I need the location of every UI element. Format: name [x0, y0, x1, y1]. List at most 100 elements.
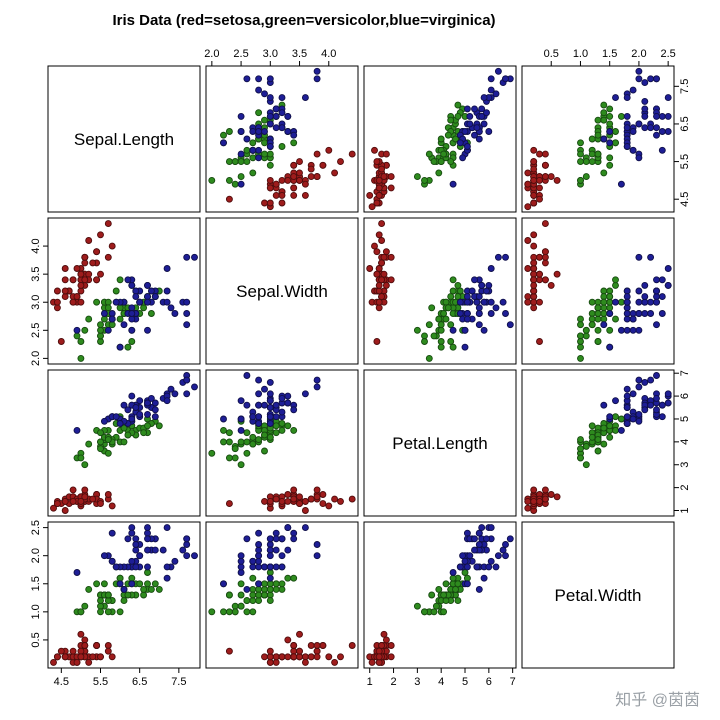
point-virginica	[483, 287, 490, 295]
point-virginica	[183, 390, 191, 398]
point-setosa	[108, 242, 116, 250]
point-versicolor	[606, 105, 614, 113]
point-setosa	[373, 270, 381, 278]
point-versicolor	[437, 326, 445, 334]
point-virginica	[243, 372, 251, 379]
point-virginica	[635, 376, 643, 384]
point-versicolor	[231, 608, 239, 616]
point-setosa	[348, 150, 356, 158]
point-setosa	[61, 653, 69, 661]
point-virginica	[171, 390, 179, 398]
point-versicolor	[261, 580, 268, 588]
point-virginica	[623, 315, 631, 323]
point-virginica	[284, 546, 292, 554]
point-versicolor	[97, 445, 104, 453]
point-versicolor	[97, 602, 104, 610]
point-versicolor	[140, 591, 148, 599]
point-versicolor	[97, 438, 104, 446]
point-virginica	[485, 281, 493, 289]
point-versicolor	[437, 338, 445, 345]
point-setosa	[278, 191, 286, 199]
point-virginica	[635, 287, 643, 295]
point-virginica	[623, 385, 631, 393]
point-virginica	[459, 552, 467, 560]
point-setosa	[266, 497, 274, 505]
point-virginica	[237, 415, 245, 423]
point-virginica	[255, 552, 263, 560]
point-virginica	[128, 304, 136, 312]
point-virginica	[128, 557, 136, 565]
point-virginica	[475, 321, 483, 329]
tick-label: 3.5	[292, 48, 307, 60]
point-virginica	[128, 524, 136, 532]
point-setosa	[375, 184, 383, 192]
point-virginica	[144, 546, 151, 554]
point-virginica	[502, 552, 509, 560]
point-virginica	[100, 552, 108, 560]
point-versicolor	[266, 433, 274, 441]
point-versicolor	[77, 354, 85, 362]
point-setosa	[553, 493, 561, 501]
point-versicolor	[272, 422, 280, 430]
point-virginica	[147, 394, 155, 402]
point-versicolor	[577, 454, 584, 462]
point-setosa	[530, 146, 538, 154]
point-setosa	[536, 253, 543, 261]
point-versicolor	[144, 569, 151, 576]
point-virginica	[466, 112, 474, 120]
point-versicolor	[582, 326, 590, 334]
point-versicolor	[617, 112, 625, 120]
point-setosa	[290, 173, 298, 181]
point-virginica	[191, 253, 198, 261]
point-virginica	[475, 585, 483, 593]
point-setosa	[97, 500, 104, 508]
point-versicolor	[85, 440, 93, 448]
tick-label: 3.5	[30, 267, 42, 282]
point-virginica	[272, 529, 280, 537]
tick-label: 5.5	[679, 154, 691, 169]
point-versicolor	[261, 150, 268, 158]
point-versicolor	[97, 326, 104, 334]
point-versicolor	[104, 298, 112, 306]
point-virginica	[167, 385, 175, 393]
point-versicolor	[612, 128, 619, 135]
tick-label: 3	[414, 676, 420, 688]
point-virginica	[480, 574, 488, 582]
point-virginica	[255, 86, 263, 94]
point-virginica	[266, 413, 274, 421]
point-setosa	[290, 647, 298, 655]
point-virginica	[261, 90, 268, 98]
point-virginica	[284, 112, 292, 120]
point-virginica	[653, 287, 660, 295]
point-versicolor	[577, 338, 584, 345]
point-versicolor	[594, 116, 602, 124]
point-virginica	[612, 397, 619, 405]
point-setosa	[541, 495, 549, 503]
point-virginica	[623, 404, 631, 411]
point-setosa	[378, 276, 386, 284]
point-virginica	[249, 146, 257, 154]
point-virginica	[144, 524, 151, 532]
point-virginica	[183, 535, 191, 543]
point-versicolor	[249, 433, 257, 441]
point-versicolor	[442, 597, 450, 605]
point-setosa	[368, 658, 376, 666]
point-versicolor	[606, 433, 614, 441]
point-virginica	[485, 128, 493, 135]
point-virginica	[243, 135, 251, 143]
point-virginica	[144, 281, 151, 289]
point-virginica	[471, 535, 478, 543]
point-virginica	[480, 94, 488, 102]
point-setosa	[261, 199, 268, 207]
point-virginica	[494, 253, 502, 261]
point-virginica	[635, 253, 643, 261]
point-virginica	[237, 128, 245, 135]
point-virginica	[658, 293, 666, 301]
point-versicolor	[112, 287, 120, 295]
point-virginica	[463, 529, 471, 537]
diagonal-panel-Petal.Width: Petal.Width	[521, 521, 675, 669]
point-virginica	[220, 580, 227, 588]
point-versicolor	[144, 580, 151, 588]
point-setosa	[366, 191, 374, 199]
point-virginica	[261, 401, 268, 409]
